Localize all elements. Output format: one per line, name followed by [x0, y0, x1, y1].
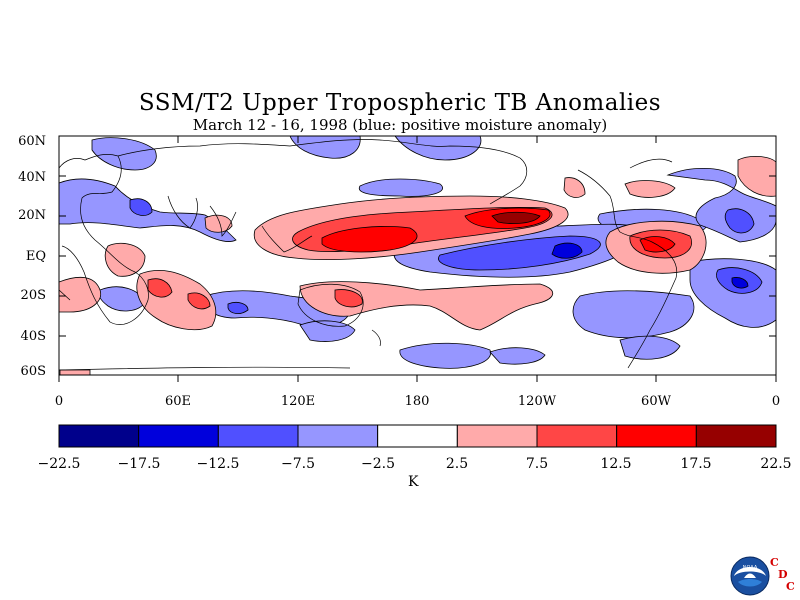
colorbar-swatch — [58, 424, 140, 448]
colorbar-unit: K — [408, 474, 419, 490]
y-tick-marks — [59, 135, 776, 376]
colorbar-label: −2.5 — [361, 456, 395, 472]
anomaly-region — [358, 178, 443, 197]
map-title: SSM/T2 Upper Tropospheric TB Anomalies — [138, 90, 662, 116]
colorbar-label: 2.5 — [445, 456, 469, 472]
anomaly-region — [399, 342, 491, 369]
anomaly-region — [724, 208, 755, 234]
anomaly-region — [59, 276, 102, 313]
anomaly-region — [299, 281, 553, 331]
cdc-letter: D — [778, 568, 788, 581]
cdc-letter: C — [786, 580, 795, 593]
y-tick-label: 20S — [20, 288, 46, 303]
anomaly-region — [187, 292, 211, 310]
y-tick-label: 60N — [18, 134, 46, 149]
y-tick-label: 60S — [20, 364, 46, 379]
x-tick-label: 0 — [54, 394, 64, 409]
x-tick-label: 180 — [404, 394, 430, 409]
anomaly-region — [619, 335, 681, 360]
anomaly-region — [91, 137, 157, 171]
x-tick-label: 60E — [164, 394, 192, 409]
anomaly-region — [289, 136, 361, 159]
colorbar-swatch — [456, 424, 538, 448]
coastlines — [59, 139, 678, 371]
anomaly-region — [227, 302, 249, 314]
colorbar-label: 12.5 — [600, 456, 632, 472]
x-tick-label: 120W — [517, 394, 557, 409]
anomaly-region — [737, 156, 776, 197]
map-subtitle: March 12 - 16, 1998 (blue: positive mois… — [192, 116, 608, 134]
cdc-logo: C D C — [768, 556, 800, 596]
colorbar-label: −22.5 — [37, 456, 81, 472]
y-tick-label: EQ — [25, 249, 46, 264]
anomaly-region — [104, 242, 146, 277]
colorbar — [58, 424, 777, 448]
colorbar-swatch — [536, 424, 618, 448]
anomaly-region — [491, 211, 541, 224]
colorbar-label: −17.5 — [117, 456, 161, 472]
anomaly-region — [624, 180, 676, 198]
colorbar-swatch — [217, 424, 299, 448]
cdc-letter: C — [770, 556, 779, 569]
anomaly-field — [59, 136, 776, 375]
colorbar-label: −12.5 — [196, 456, 240, 472]
colorbar-label: 7.5 — [525, 456, 549, 472]
colorbar-swatch — [377, 424, 458, 448]
anomaly-region — [59, 369, 91, 375]
y-tick-label: 20N — [18, 208, 46, 223]
anomaly-region — [394, 136, 482, 161]
anomaly-region — [204, 214, 233, 233]
colorbar-swatch — [695, 424, 777, 448]
x-tick-label: 0 — [771, 394, 781, 409]
x-tick-marks — [58, 136, 777, 382]
logo-text: NOAA — [743, 565, 758, 571]
x-tick-label: 60W — [641, 394, 671, 409]
y-tick-label: 40S — [20, 329, 46, 344]
anomaly-region — [147, 278, 173, 298]
colorbar-label: 22.5 — [760, 456, 792, 472]
colorbar-label: −7.5 — [281, 456, 315, 472]
noaa-logo: NOAA — [730, 556, 770, 596]
x-tick-label: 120E — [280, 394, 316, 409]
anomaly-region — [129, 198, 153, 216]
anomaly-region — [321, 226, 418, 253]
colorbar-swatch — [616, 424, 697, 448]
y-tick-label: 40N — [18, 170, 46, 185]
anomaly-region — [489, 347, 546, 365]
anomaly-region — [334, 289, 363, 308]
anomaly-region — [551, 242, 583, 259]
colorbar-swatch — [138, 424, 219, 448]
anomaly-region — [731, 277, 749, 289]
colorbar-swatch — [297, 424, 379, 448]
anomaly-region — [563, 177, 586, 198]
colorbar-label: 17.5 — [680, 456, 712, 472]
anomaly-region — [572, 290, 695, 339]
